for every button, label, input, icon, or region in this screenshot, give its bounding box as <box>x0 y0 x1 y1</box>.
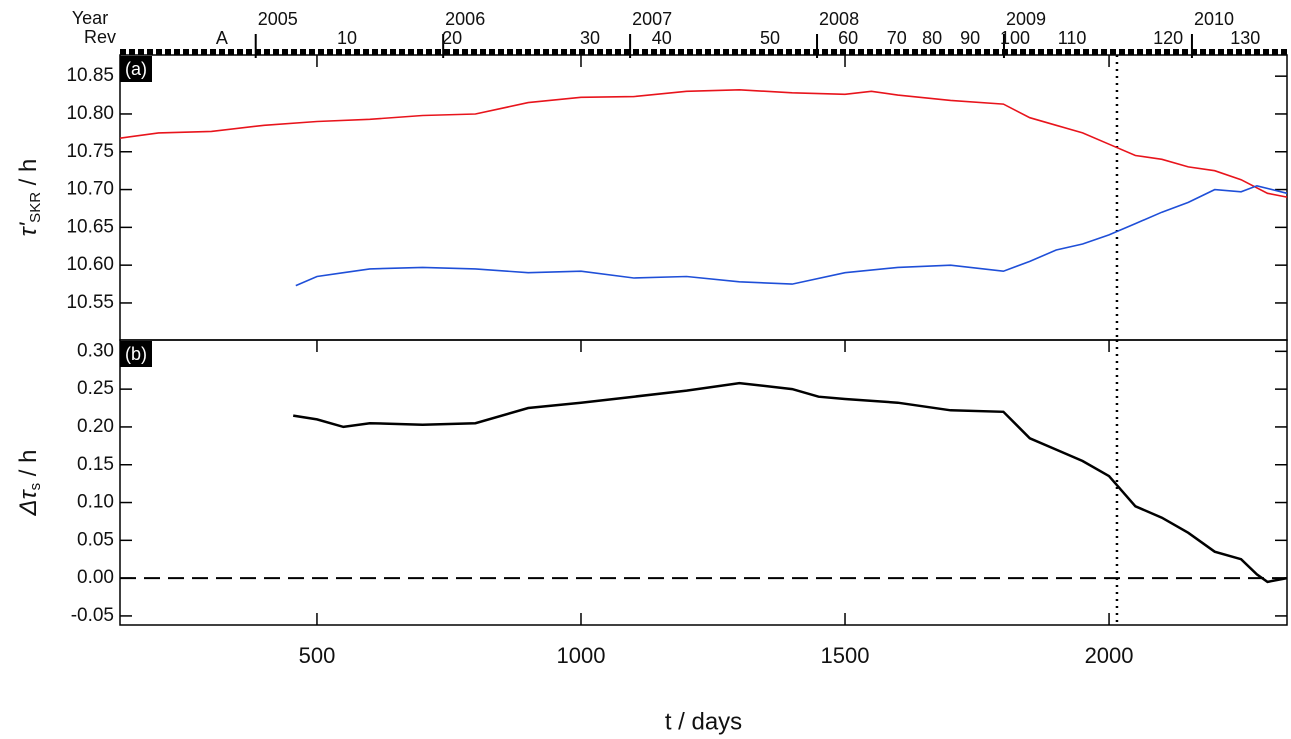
panel-label-box <box>120 56 152 82</box>
y-label-unit: / h <box>15 159 42 192</box>
panel-label-box <box>120 341 152 367</box>
y-tick-label: 10.60 <box>66 254 114 275</box>
year-axis-title: Year <box>72 8 108 28</box>
y-tick-label: 0.00 <box>77 567 114 588</box>
rev-label: 40 <box>652 28 672 48</box>
y-label-unit: / h <box>15 450 42 483</box>
rev-label: 20 <box>442 28 462 48</box>
y-axis-label: τ'SKR / h <box>15 159 44 237</box>
rev-label: 110 <box>1058 28 1087 48</box>
y-tick-label: 10.85 <box>66 65 114 86</box>
rev-label: 30 <box>580 28 600 48</box>
y-label-sub: s <box>27 483 44 491</box>
panel-label: (a) <box>125 59 147 79</box>
y-tick-label: 10.70 <box>66 179 114 200</box>
y-tick-label: 0.05 <box>77 529 114 550</box>
data-line <box>293 381 1288 584</box>
rev-label: 120 <box>1153 28 1183 48</box>
year-label: 2006 <box>445 9 485 29</box>
y-tick-label: 0.10 <box>77 492 114 513</box>
rev-label: 130 <box>1230 28 1260 48</box>
plot-frame <box>119 339 1288 626</box>
y-tick-label: 0.20 <box>77 416 114 437</box>
data-line <box>119 88 1288 198</box>
y-tick-label: -0.05 <box>71 605 114 626</box>
year-label: 2005 <box>258 9 298 29</box>
year-label: 2010 <box>1194 9 1234 29</box>
year-label: 2008 <box>819 9 859 29</box>
x-tick-label: 2000 <box>1085 643 1134 668</box>
x-tick-label: 1000 <box>557 643 606 668</box>
y-tick-label: 0.30 <box>77 340 114 361</box>
rev-label: 100 <box>1000 28 1030 48</box>
y-label-main: τ' <box>15 221 42 236</box>
x-axis-label: t / days <box>665 708 742 735</box>
y-tick-label: 10.65 <box>66 216 114 237</box>
y-axis-label: Δτs / h <box>15 450 44 517</box>
y-label-main: Δτ <box>15 488 42 516</box>
rev-label: 70 <box>887 28 907 48</box>
y-tick-label: 10.80 <box>66 103 114 124</box>
rev-label: 90 <box>960 28 980 48</box>
rev-label: 80 <box>922 28 942 48</box>
x-tick-label: 500 <box>299 643 336 668</box>
x-tick-label: 1500 <box>821 643 870 668</box>
y-tick-label: 0.25 <box>77 378 114 399</box>
year-label: 2007 <box>632 9 672 29</box>
y-label-sub: SKR <box>27 192 44 223</box>
rev-label: 10 <box>337 28 357 48</box>
y-tick-label: 10.55 <box>66 292 114 313</box>
rev-label: 50 <box>760 28 780 48</box>
panel-label: (b) <box>125 344 147 364</box>
rev-label: 60 <box>838 28 858 48</box>
year-label: 2009 <box>1006 9 1046 29</box>
data-line <box>295 184 1288 287</box>
plot-frame <box>119 54 1288 341</box>
y-tick-label: 0.15 <box>77 454 114 475</box>
rev-axis-title: Rev <box>84 27 116 47</box>
y-tick-label: 10.75 <box>66 141 114 162</box>
rev-label: A <box>216 28 228 48</box>
